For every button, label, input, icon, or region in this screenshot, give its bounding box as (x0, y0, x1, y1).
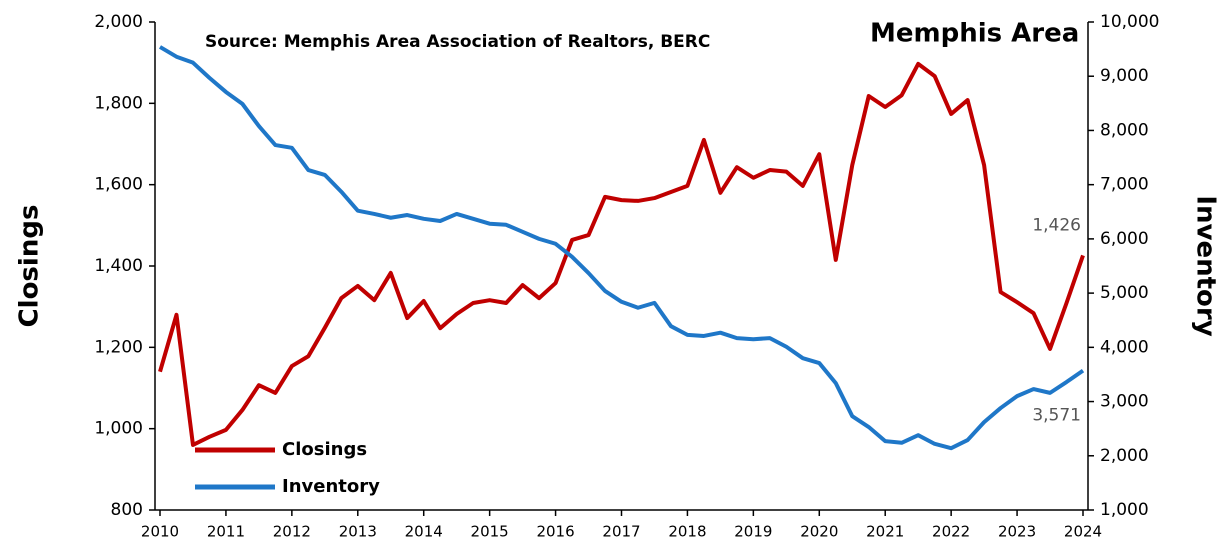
x-tick-label: 2018 (668, 523, 706, 541)
x-tick-label: 2013 (339, 523, 377, 541)
y2-tick-label: 1,000 (1100, 500, 1149, 520)
y2-tick-label: 8,000 (1100, 120, 1149, 140)
x-tick-label: 2016 (536, 523, 574, 541)
y-tick-label: 1,600 (94, 175, 143, 195)
y-tick-label: 1,400 (94, 256, 143, 276)
y-tick-label: 1,000 (94, 419, 143, 439)
y2-tick-label: 4,000 (1100, 337, 1149, 357)
x-tick-label: 2020 (800, 523, 838, 541)
y2-tick-label: 3,000 (1100, 392, 1149, 412)
x-tick-label: 2023 (998, 523, 1036, 541)
y-tick-label: 1,800 (94, 93, 143, 113)
y2-axis-label: Inventory (1191, 195, 1221, 336)
series-line (158, 61, 1085, 447)
x-tick-label: 2021 (866, 523, 904, 541)
y2-tick-label: 2,000 (1100, 446, 1149, 466)
value-label: 1,426 (1032, 215, 1081, 235)
y2-tick-label: 10,000 (1100, 12, 1159, 32)
legend-label: Inventory (282, 476, 380, 497)
y-tick-label: 2,000 (94, 12, 143, 32)
x-tick-label: 2017 (602, 523, 640, 541)
y2-tick-label: 7,000 (1100, 175, 1149, 195)
y2-tick-label: 9,000 (1100, 66, 1149, 86)
chart-subtitle: Source: Memphis Area Association of Real… (205, 32, 710, 52)
y-tick-label: 1,200 (94, 337, 143, 357)
series-line (158, 45, 1085, 451)
x-tick-label: 2022 (932, 523, 970, 541)
value-label: 3,571 (1032, 406, 1081, 426)
y2-tick-label: 5,000 (1100, 283, 1149, 303)
legend-label: Closings (282, 439, 367, 460)
x-tick-label: 2019 (734, 523, 772, 541)
x-tick-label: 2015 (471, 523, 509, 541)
x-tick-label: 2024 (1064, 523, 1102, 541)
y-axis-label: Closings (15, 205, 45, 328)
x-tick-label: 2010 (141, 523, 179, 541)
x-tick-label: 2011 (207, 523, 245, 541)
x-tick-label: 2014 (405, 523, 443, 541)
x-tick-label: 2012 (273, 523, 311, 541)
chart-title: Memphis Area (870, 19, 1079, 49)
y-tick-label: 800 (111, 500, 143, 520)
y2-tick-label: 6,000 (1100, 229, 1149, 249)
